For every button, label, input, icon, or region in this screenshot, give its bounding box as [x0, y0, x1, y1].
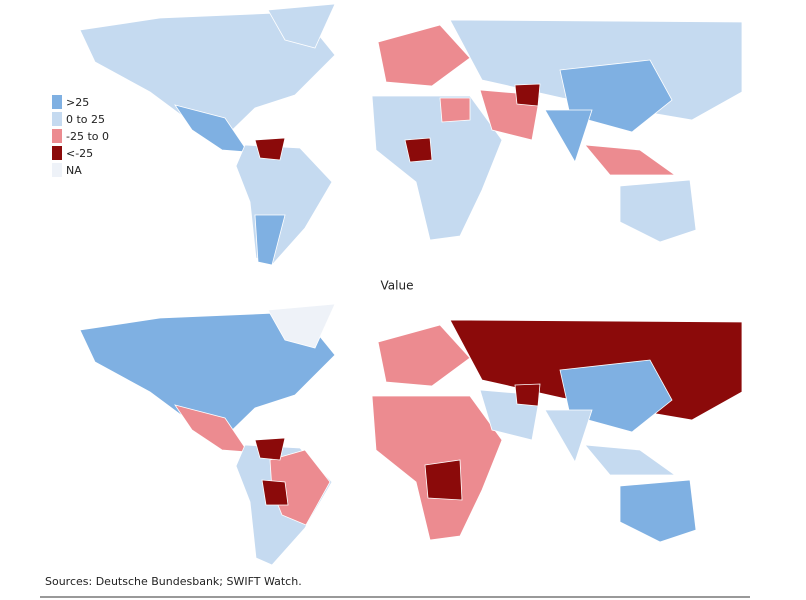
legend-swatch — [52, 163, 62, 177]
legend-swatch — [52, 146, 62, 160]
legend-label: -25 to 0 — [66, 130, 109, 143]
legend-swatch — [52, 112, 62, 126]
legend-label: 0 to 25 — [66, 113, 105, 126]
legend-swatch — [52, 129, 62, 143]
map-title: Value — [381, 279, 414, 293]
map-top — [79, 3, 743, 266]
source-note: Sources: Deutsche Bundesbank; SWIFT Watc… — [45, 575, 302, 588]
legend-swatch — [52, 95, 62, 109]
legend: >25 0 to 25 -25 to 0 <-25 NA — [52, 95, 109, 177]
legend-label: <-25 — [66, 147, 93, 160]
legend-label: >25 — [66, 96, 89, 109]
legend-label: NA — [66, 164, 82, 177]
map-bottom — [79, 303, 743, 566]
